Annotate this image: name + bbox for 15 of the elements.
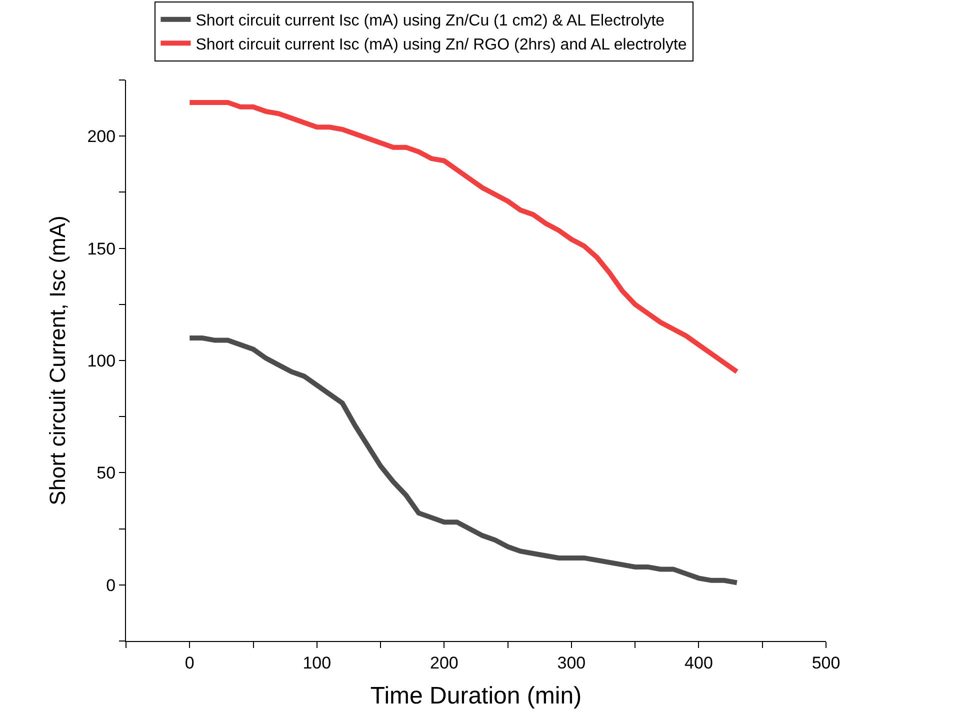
y-tick-label: 0 xyxy=(106,576,116,595)
legend-label: Short circuit current Isc (mA) using Zn/ RGO (2hrs) and AL electrolyte xyxy=(196,36,687,54)
x-tick-label: 200 xyxy=(430,653,458,672)
x-tick-label: 300 xyxy=(557,653,586,672)
x-axis-title: Time Duration (min) xyxy=(370,682,582,710)
x-tick-label: 100 xyxy=(302,653,332,672)
x-tick-label: 500 xyxy=(812,653,840,672)
y-axis-title: Short circuit Current, Isc (mA) xyxy=(45,216,70,506)
legend-label: Short circuit current Isc (mA) using Zn/Cu (1 cm2) & AL Electrolyte xyxy=(196,12,665,30)
x-tick-label: 0 xyxy=(184,653,194,672)
x-tick-label: 400 xyxy=(684,653,713,672)
y-tick-label: 100 xyxy=(87,351,116,370)
y-tick-label: 50 xyxy=(96,464,116,483)
y-tick-label: 200 xyxy=(87,127,116,146)
y-tick-label: 150 xyxy=(87,239,116,258)
